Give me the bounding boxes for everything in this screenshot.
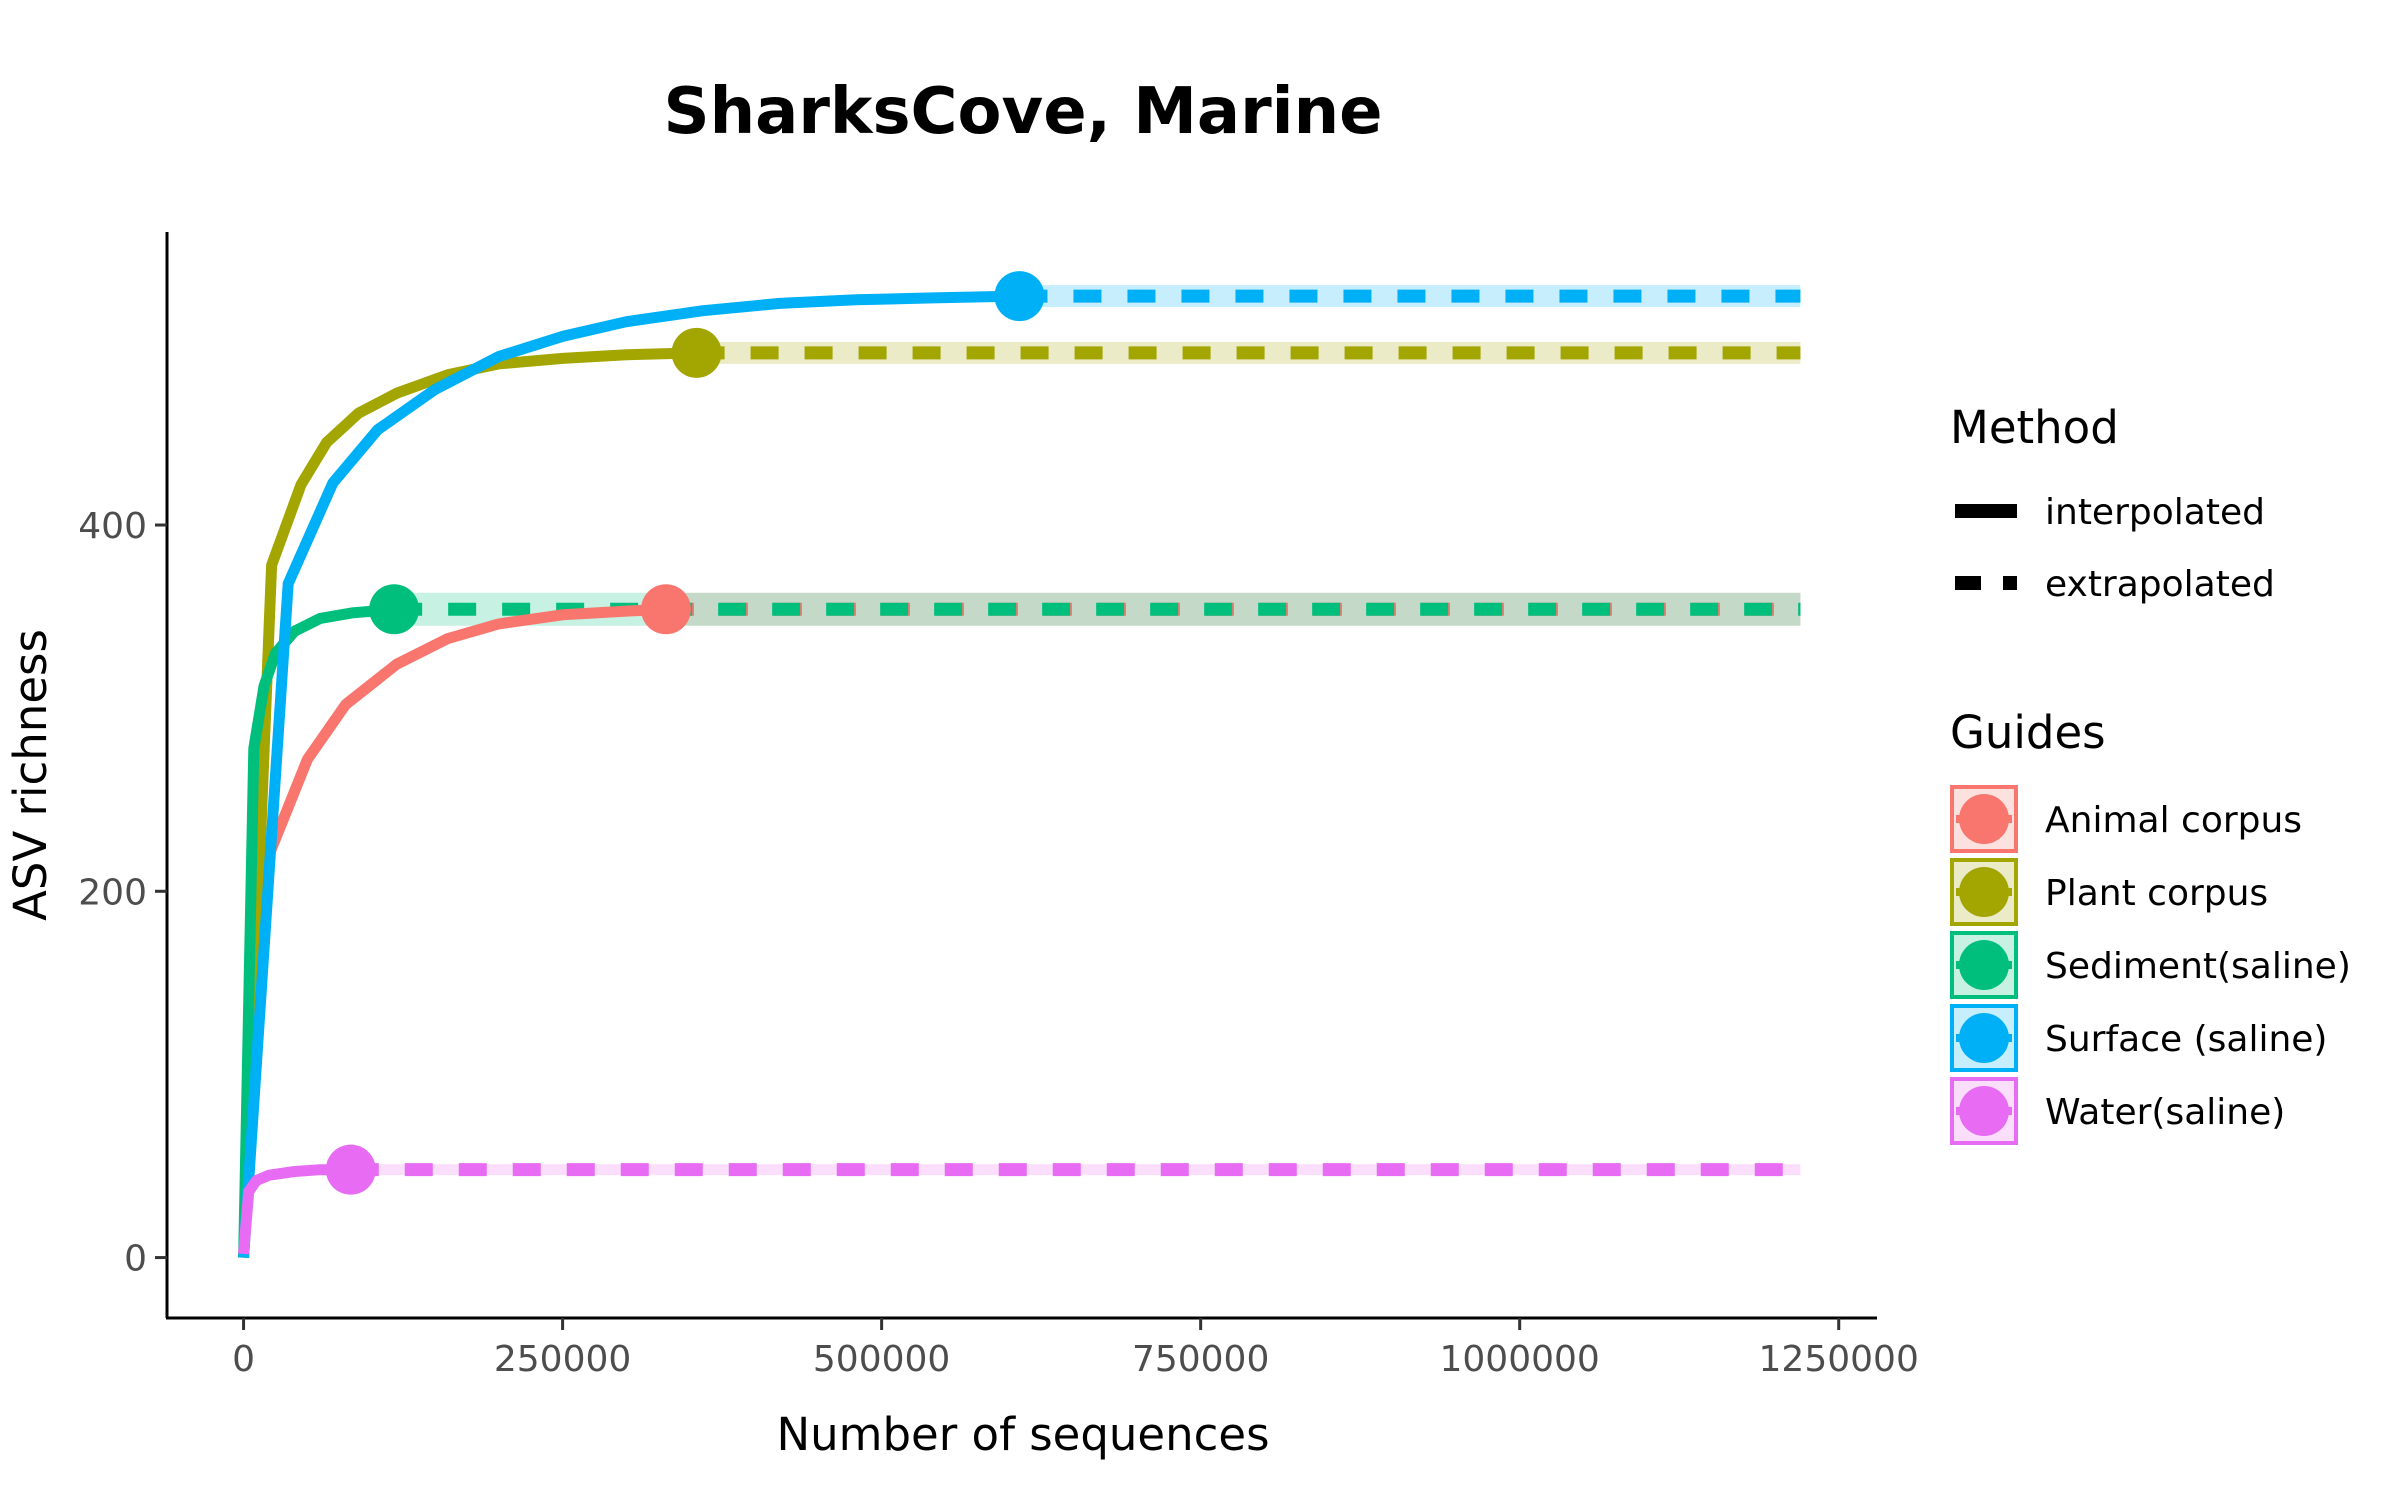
- legend-title-guides: Guides: [1950, 706, 2106, 759]
- x-axis-title: Number of sequences: [776, 1408, 1269, 1461]
- legend-title-method: Method: [1950, 401, 2119, 454]
- x-tick-label: 1000000: [1440, 1339, 1600, 1380]
- interpolated-line-surface-saline: [238, 290, 1020, 1258]
- interpolated-line-water-saline: [238, 1164, 351, 1255]
- observed-point-water-saline: [325, 1144, 376, 1195]
- legend-label-animal-corpus: Animal corpus: [2045, 800, 2302, 841]
- x-tick-label: 1250000: [1759, 1339, 1919, 1380]
- axes: 0 250000 500000 750000 1000000 1250000 0 200 400: [78, 232, 1919, 1380]
- x-tick-label: 0: [232, 1339, 255, 1380]
- interpolated-line-animal-corpus: [263, 603, 667, 857]
- legend-method: Method interpolated extrapolated: [1950, 401, 2275, 605]
- legend-label-water-saline: Water(saline): [2045, 1092, 2285, 1133]
- y-tick-label: 400: [78, 506, 147, 547]
- plot-area: [238, 271, 1801, 1258]
- observed-point-animal-corpus: [640, 584, 691, 635]
- legend-key-point-sediment-saline: [1959, 940, 2009, 990]
- observed-point-surface-saline: [994, 271, 1045, 322]
- legend-key-point-surface-saline: [1959, 1013, 2009, 1063]
- legend-key-point-animal-corpus: [1959, 794, 2009, 844]
- interpolated-line-plant-corpus: [238, 347, 697, 1258]
- x-tick-label: 750000: [1132, 1339, 1269, 1380]
- legend-label-sediment-saline: Sediment(saline): [2045, 946, 2351, 987]
- legend-label-interpolated: interpolated: [2045, 492, 2265, 533]
- legend-key-point-plant-corpus: [1959, 867, 2009, 917]
- x-tick-label: 250000: [494, 1339, 631, 1380]
- x-tick-label: 500000: [813, 1339, 950, 1380]
- legend-label-extrapolated: extrapolated: [2045, 564, 2275, 605]
- legend-key-point-water-saline: [1959, 1086, 2009, 1136]
- legend-label-plant-corpus: Plant corpus: [2045, 873, 2268, 914]
- observed-point-plant-corpus: [671, 327, 722, 378]
- legend-guides: Guides Animal corpus Plant corpus Sediment…: [1950, 706, 2351, 1145]
- y-tick-label: 0: [124, 1239, 147, 1280]
- legend-label-surface-saline: Surface (saline): [2045, 1019, 2327, 1060]
- y-tick-label: 200: [78, 872, 147, 913]
- chart-title: SharksCove, Marine: [663, 75, 1382, 149]
- y-axis-title: ASV richness: [4, 629, 57, 921]
- observed-point-sediment-saline: [369, 584, 420, 635]
